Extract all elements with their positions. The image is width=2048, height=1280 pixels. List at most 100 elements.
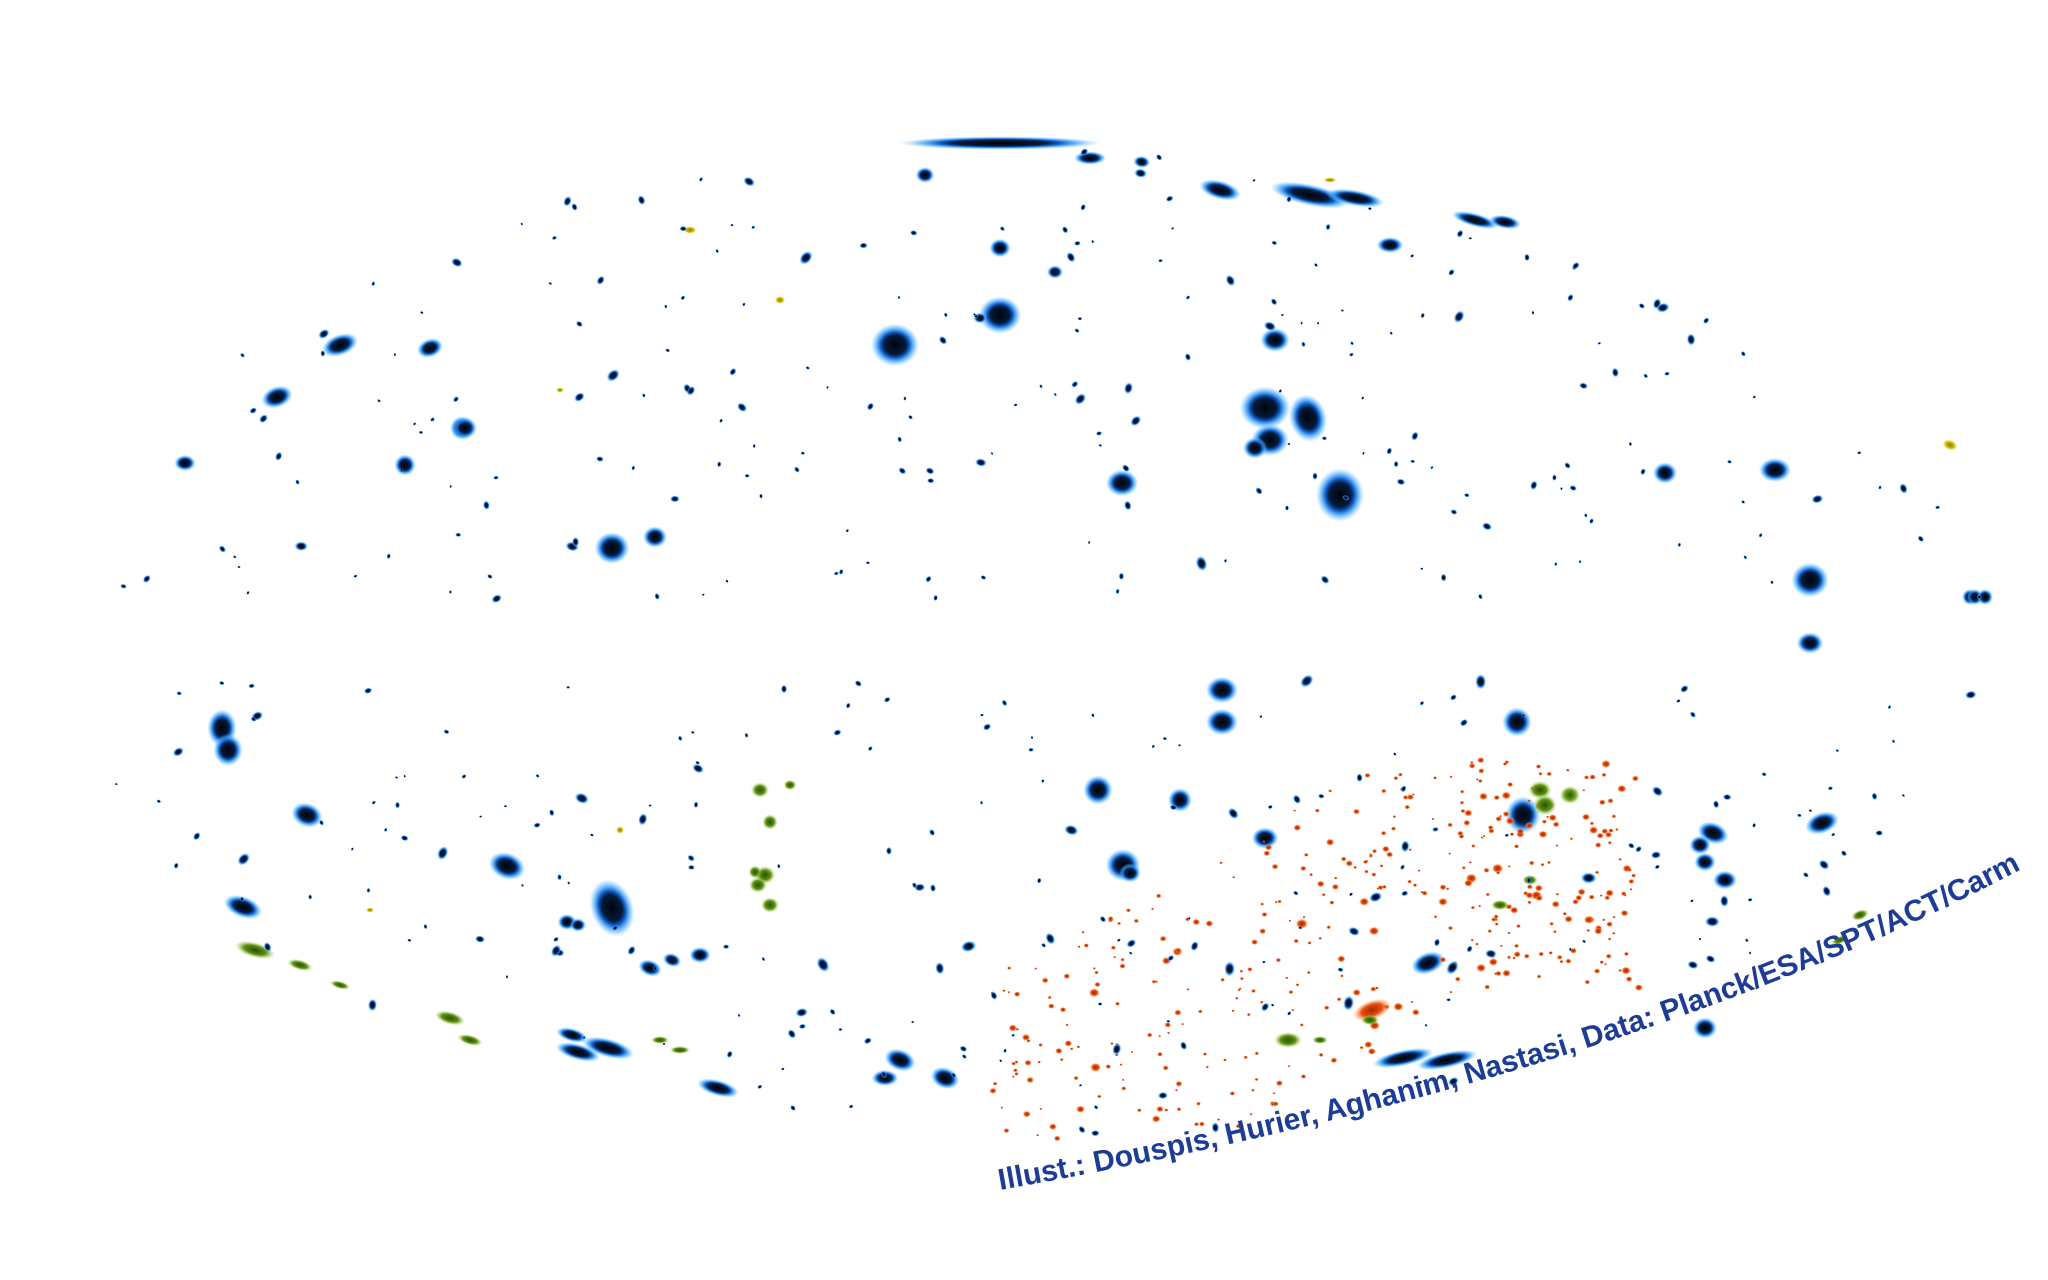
faint-cluster [1361,396,1365,400]
faint-cluster [999,1059,1003,1063]
faint-cluster [520,883,525,887]
spt-cluster [1499,944,1503,948]
faint-cluster [1448,268,1455,276]
faint-cluster [1704,916,1720,927]
faint-cluster [487,574,493,579]
faint-cluster [1856,451,1862,455]
act-cluster [1528,780,1552,800]
planck-cluster [1198,179,1242,201]
faint-cluster [533,822,541,828]
faint-cluster [1466,945,1473,953]
spt-cluster [1174,1088,1178,1092]
spt-cluster [1404,804,1411,810]
faint-cluster [172,747,184,757]
faint-cluster [423,923,428,930]
faint-cluster [478,815,483,818]
spt-cluster [1569,837,1574,841]
faint-cluster [859,242,868,249]
faint-cluster [1134,168,1148,178]
spt-cluster [1629,888,1633,891]
faint-cluster [1158,258,1163,263]
spt-cluster [1584,979,1591,985]
faint-cluster [249,407,257,414]
spt-cluster [1460,808,1466,814]
faint-cluster [1036,877,1042,884]
spt-cluster [1119,963,1126,969]
faint-cluster [1224,961,1236,977]
spt-cluster [1064,1040,1073,1047]
spt-cluster [1198,1121,1206,1127]
spt-cluster [1439,884,1447,891]
spt-cluster [1555,844,1559,847]
faint-cluster [1748,951,1752,955]
faint-cluster [854,680,862,687]
spt-cluster [1525,891,1534,899]
spt-cluster [1593,927,1603,935]
spt-cluster [1606,921,1614,928]
spt-cluster [1377,884,1384,891]
planck-cluster [213,733,243,767]
spt-cluster [1477,768,1485,774]
spt-cluster [1506,781,1514,788]
spt-cluster [1359,897,1370,907]
faint-cluster [693,801,699,808]
faint-cluster [1188,916,1191,920]
faint-cluster [1280,313,1284,317]
spt-cluster [1075,1105,1086,1114]
faint-cluster [1638,303,1646,309]
spt-cluster [1538,830,1548,839]
spt-cluster [1077,945,1081,949]
faint-cluster [1440,573,1447,582]
spt-cluster [1516,924,1521,929]
faint-cluster [275,451,283,461]
spt-cluster [1470,938,1474,942]
spt-cluster [1628,878,1635,885]
spt-cluster [1507,865,1511,868]
spt-cluster [1478,904,1482,908]
spt-cluster [1003,1128,1010,1134]
spt-cluster [1038,1043,1043,1047]
spt-cluster [1390,826,1397,831]
faint-cluster [1124,500,1132,511]
spt-cluster [1501,969,1512,977]
spt-cluster [1412,883,1418,888]
faint-cluster [1705,954,1716,963]
faint-cluster [1401,890,1409,897]
spt-cluster [1433,915,1438,919]
faint-cluster [1430,465,1434,470]
faint-cluster [1818,859,1830,870]
spt-cluster [1026,1076,1034,1084]
faint-cluster [1337,967,1344,973]
spt-cluster [1013,991,1021,998]
spt-cluster [1634,984,1644,992]
planck-cluster [1689,835,1711,855]
faint-cluster [451,257,463,268]
spt-cluster [1146,1032,1153,1038]
spt-cluster [1235,1123,1241,1129]
spt-cluster [1370,986,1377,992]
faint-cluster [725,579,729,583]
faint-cluster [437,846,449,861]
faint-cluster [1130,415,1142,427]
spt-cluster [1535,894,1544,902]
faint-cluster [722,944,730,950]
spt-cluster [1559,959,1564,964]
act-cluster [1851,909,1869,921]
faint-cluster [1758,532,1763,538]
faint-cluster [493,475,499,480]
spt-cluster [1059,1057,1064,1062]
faint-cluster [865,561,871,565]
faint-cluster [367,998,378,1012]
spt-cluster [1601,772,1607,778]
faint-cluster [1312,472,1318,480]
spt-cluster [1026,1038,1031,1043]
spt-cluster [1277,899,1282,904]
faint-cluster [1061,226,1069,234]
spt-cluster [1262,840,1266,843]
spt-cluster [1094,981,1101,988]
spt-cluster [1216,1118,1221,1121]
spt-cluster [1120,957,1125,962]
planck-cluster [1712,870,1738,890]
faint-cluster [1400,864,1405,871]
faint-cluster [790,1105,796,1111]
